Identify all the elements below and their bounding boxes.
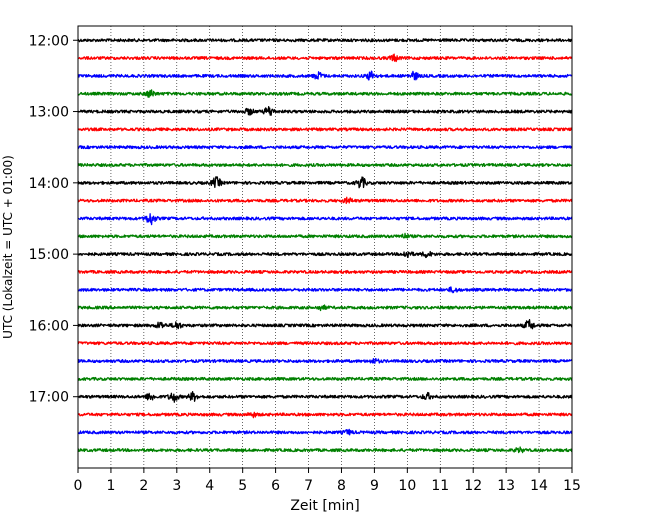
trace-1530 bbox=[77, 286, 573, 294]
trace-layer bbox=[77, 38, 573, 454]
x-tick-label: 12 bbox=[464, 478, 482, 494]
trace-1515 bbox=[77, 269, 573, 274]
trace-1315 bbox=[77, 127, 573, 132]
trace-1430 bbox=[77, 213, 573, 226]
trace-1230 bbox=[77, 70, 573, 81]
y-tick-label: 14:00 bbox=[29, 176, 69, 192]
trace-1545 bbox=[77, 304, 573, 312]
trace-1700 bbox=[77, 390, 573, 403]
x-tick-label: 15 bbox=[563, 478, 581, 494]
trace-1415 bbox=[77, 196, 573, 205]
trace-1645 bbox=[77, 376, 573, 381]
trace-1630 bbox=[77, 357, 573, 364]
y-tick-label: 17:00 bbox=[29, 390, 69, 406]
x-tick-label: 1 bbox=[106, 478, 115, 494]
x-tick-label: 10 bbox=[398, 478, 416, 494]
trace-1300 bbox=[77, 105, 573, 116]
x-tick-label: 0 bbox=[74, 478, 83, 494]
plot-frame bbox=[77, 25, 573, 469]
x-tick-label: 13 bbox=[497, 478, 515, 494]
y-axis-label: UTC (Lokalzeit = UTC + 01:00) bbox=[1, 155, 15, 339]
x-tick-label: 4 bbox=[205, 478, 214, 494]
y-tick-label: 15:00 bbox=[29, 247, 69, 263]
trace-1200 bbox=[77, 38, 573, 43]
trace-1245 bbox=[77, 89, 573, 98]
x-tick-label: 14 bbox=[530, 478, 548, 494]
x-tick-label: 3 bbox=[172, 478, 181, 494]
x-tick-label: 9 bbox=[370, 478, 379, 494]
x-tick-label: 5 bbox=[238, 478, 247, 494]
y-tick-label: 12:00 bbox=[29, 33, 69, 49]
trace-1745 bbox=[77, 446, 573, 454]
trace-1615 bbox=[77, 341, 573, 346]
trace-1445 bbox=[77, 232, 573, 239]
trace-1500 bbox=[77, 250, 573, 259]
trace-1215 bbox=[77, 53, 573, 63]
x-tick-label: 11 bbox=[431, 478, 449, 494]
x-tick-label: 7 bbox=[304, 478, 313, 494]
x-tick-label: 8 bbox=[337, 478, 346, 494]
trace-1715 bbox=[77, 411, 573, 419]
tick-layer: 0 1 2 3 4 5 6 7 8 9 10 11 12 13 14 1512:0013:0014:0015:… bbox=[29, 33, 581, 494]
trace-1400 bbox=[77, 176, 573, 189]
trace-1330 bbox=[77, 145, 573, 150]
y-tick-label: 16:00 bbox=[29, 318, 69, 334]
x-axis-label: Zeit [min] bbox=[290, 498, 359, 514]
x-tick-label: 2 bbox=[139, 478, 148, 494]
y-tick-label: 13:00 bbox=[29, 105, 69, 121]
trace-1730 bbox=[77, 428, 573, 436]
x-tick-label: 6 bbox=[271, 478, 280, 494]
trace-1345 bbox=[77, 162, 573, 168]
trace-1600 bbox=[77, 318, 573, 330]
